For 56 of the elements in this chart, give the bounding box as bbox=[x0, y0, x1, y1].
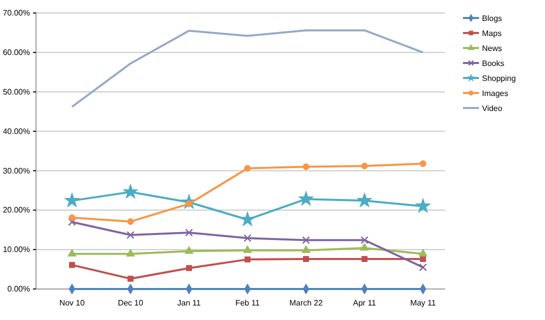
point bbox=[298, 190, 314, 206]
point bbox=[302, 163, 310, 170]
legend-label: Books bbox=[482, 58, 504, 68]
point bbox=[64, 192, 80, 208]
x-tick-label: Feb 11 bbox=[235, 298, 260, 308]
line-series bbox=[71, 29, 424, 108]
point bbox=[360, 236, 368, 244]
x-tick-label: Dec 10 bbox=[118, 298, 144, 308]
point bbox=[128, 276, 134, 282]
point bbox=[420, 160, 426, 167]
point bbox=[303, 256, 309, 262]
point bbox=[244, 256, 250, 262]
point bbox=[69, 262, 75, 268]
point bbox=[302, 236, 310, 244]
point bbox=[126, 248, 135, 257]
x-tick-label: Jan 11 bbox=[177, 298, 202, 308]
x-tick-label: May 11 bbox=[410, 298, 436, 308]
point bbox=[420, 256, 426, 262]
y-tick-label: 70.00% bbox=[2, 8, 30, 18]
point bbox=[184, 246, 194, 254]
legend-label: Blogs bbox=[482, 14, 502, 23]
point bbox=[185, 228, 193, 237]
point bbox=[127, 218, 134, 225]
y-tick-label: 10.00% bbox=[2, 245, 30, 254]
x-tick-label: March 22 bbox=[289, 298, 324, 308]
x-tick-label: Nov 10 bbox=[59, 298, 86, 308]
point bbox=[240, 211, 256, 226]
legend-label: Shopping bbox=[482, 74, 516, 83]
point bbox=[302, 245, 310, 254]
legend-label: Maps bbox=[482, 28, 502, 38]
point bbox=[244, 234, 252, 242]
point bbox=[415, 198, 431, 213]
point bbox=[244, 165, 251, 172]
legend-label: Video bbox=[482, 104, 503, 113]
legend-label: Images bbox=[482, 88, 508, 98]
y-tick-label: 40.00% bbox=[2, 126, 30, 136]
point bbox=[418, 248, 428, 257]
point bbox=[122, 184, 138, 199]
y-tick-label: 50.00% bbox=[2, 87, 30, 96]
point bbox=[419, 263, 427, 272]
point bbox=[360, 242, 369, 251]
y-tick-label: 60.00% bbox=[2, 48, 30, 57]
point bbox=[356, 192, 372, 208]
y-tick-label: 20.00% bbox=[2, 206, 30, 215]
point bbox=[68, 214, 76, 221]
point bbox=[68, 248, 76, 257]
point bbox=[126, 231, 134, 239]
y-tick-label: 30.00% bbox=[2, 166, 30, 176]
y-tick-label: 0.00% bbox=[7, 284, 30, 294]
point bbox=[361, 162, 368, 170]
x-tick-label: Apr 11 bbox=[353, 298, 377, 308]
point bbox=[186, 265, 192, 272]
legend-label: News bbox=[482, 44, 502, 53]
point bbox=[243, 245, 252, 254]
point bbox=[362, 256, 368, 262]
point bbox=[68, 218, 76, 226]
